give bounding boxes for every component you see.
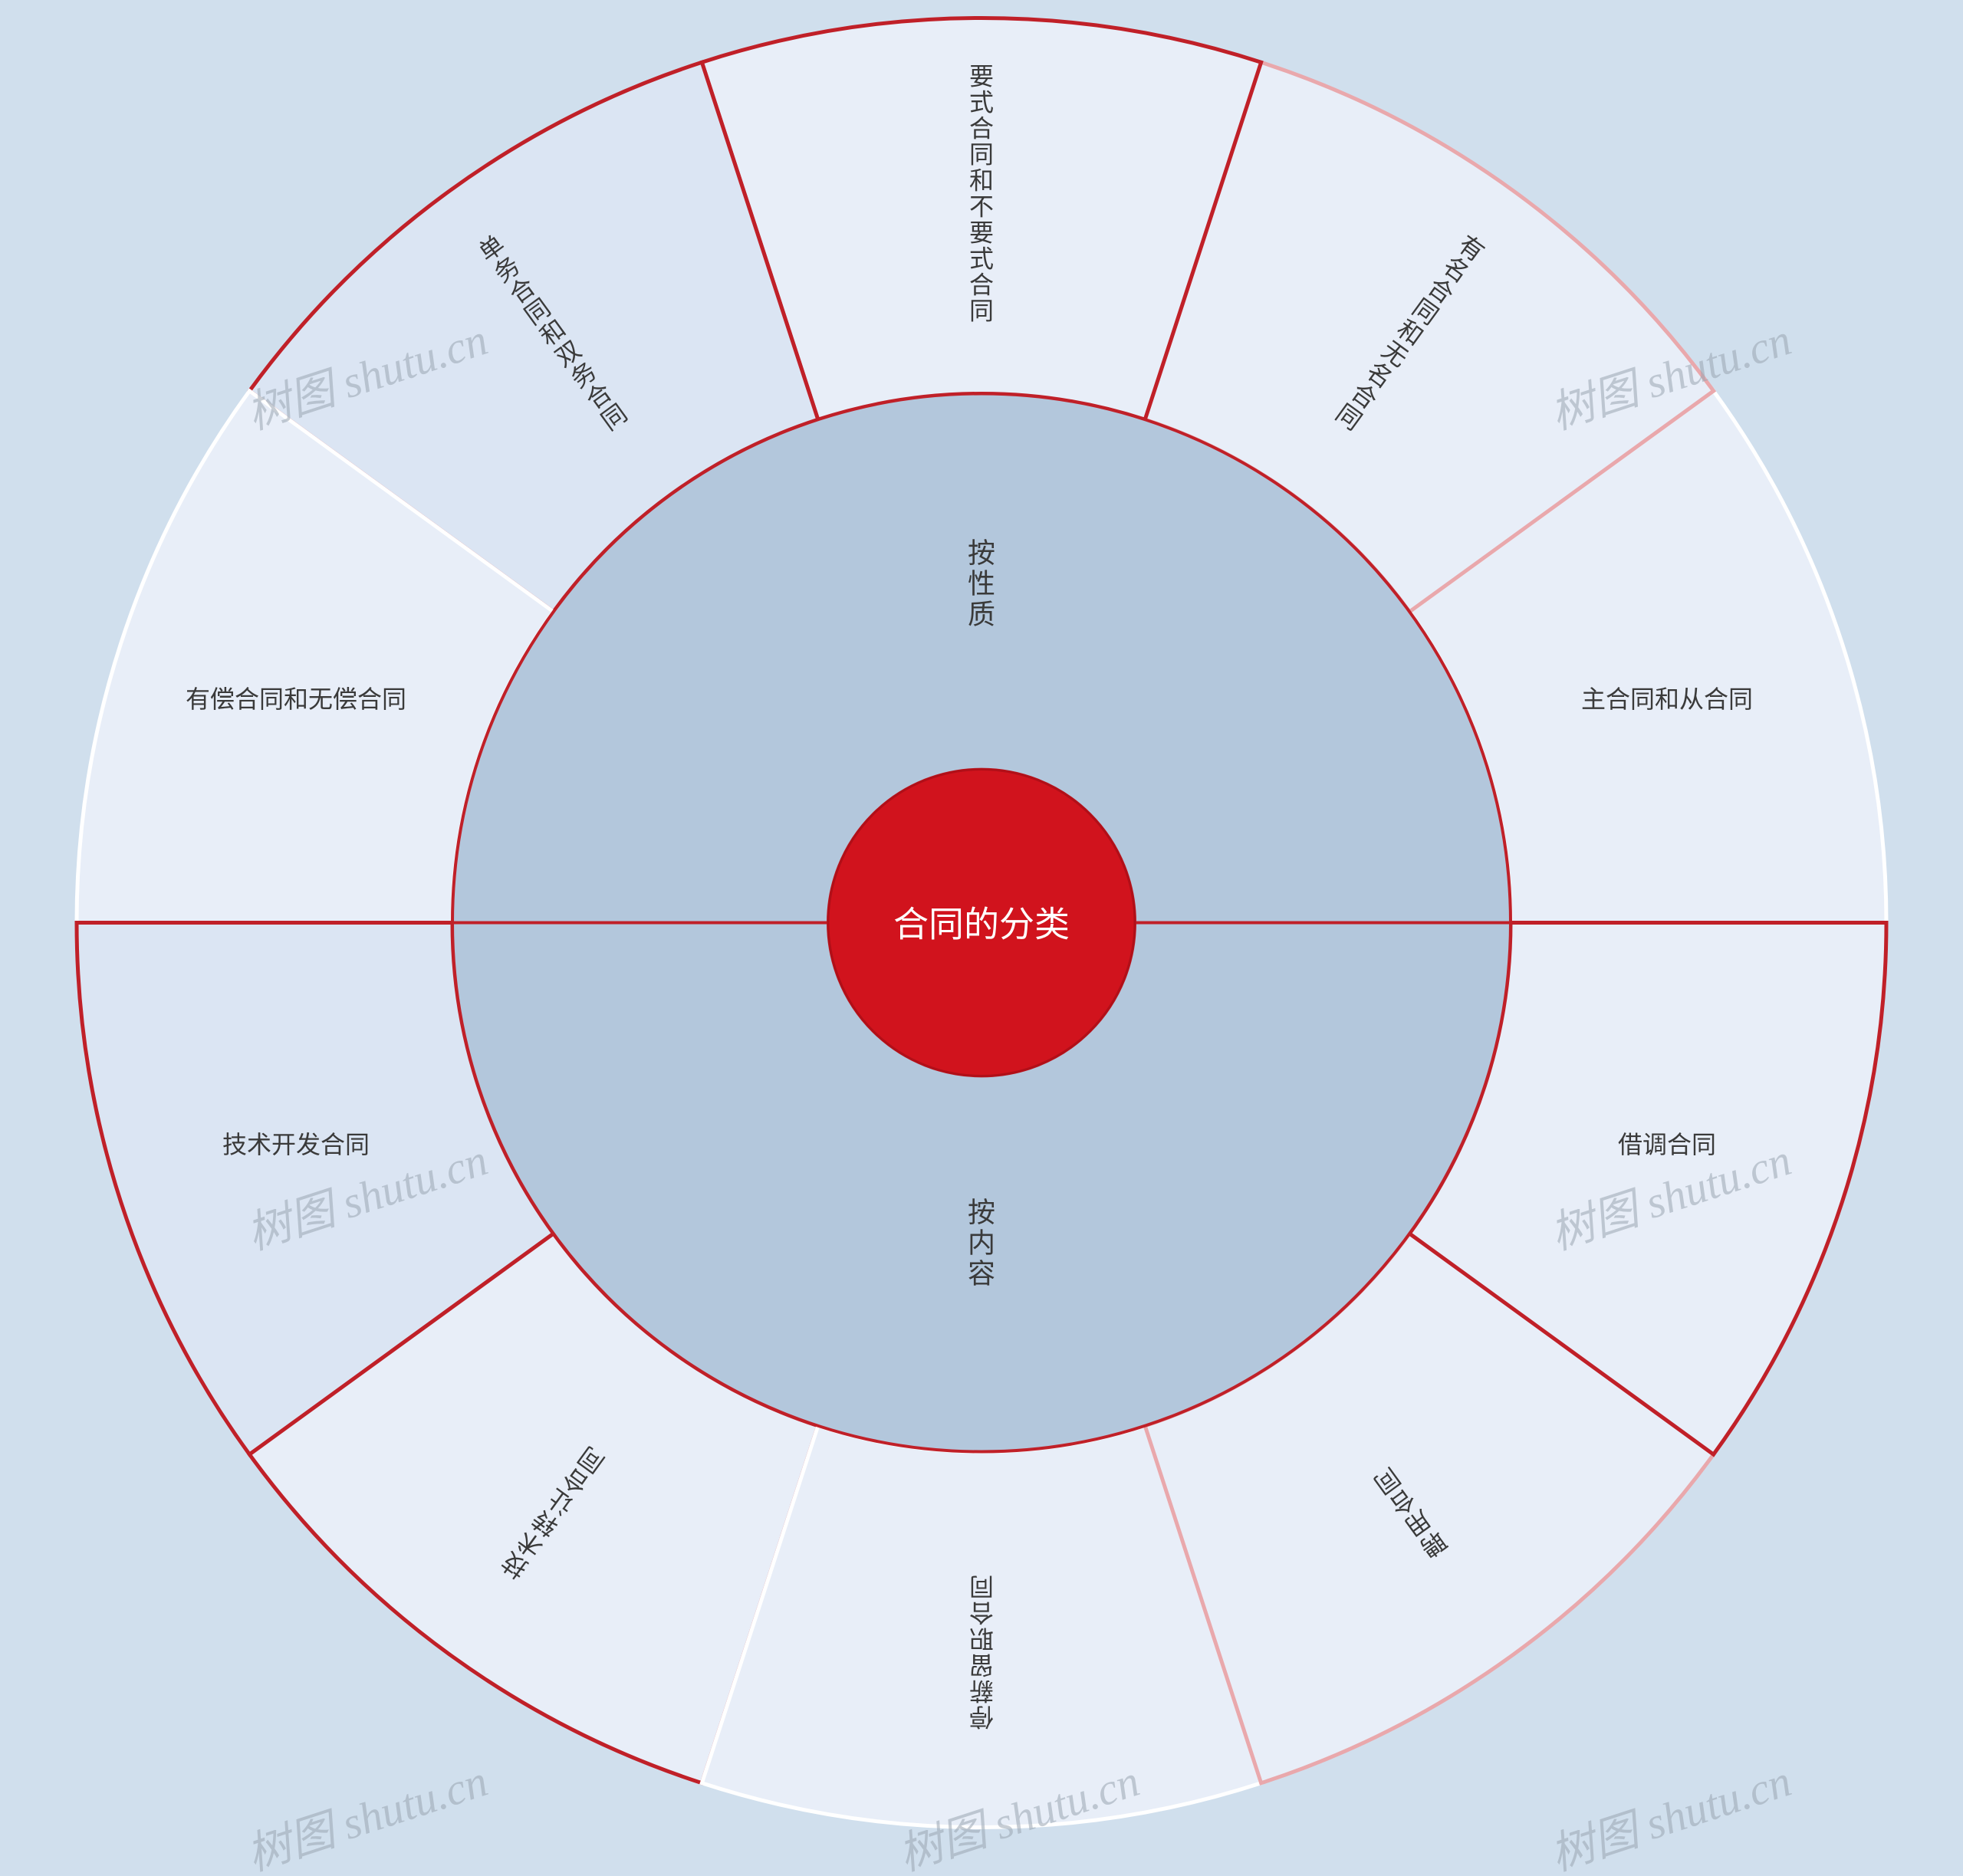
- middle-label-0: 按性质: [968, 537, 995, 630]
- outer-label-0: 主合同和从合同: [1581, 685, 1753, 713]
- outer-label-2: 要式合同和不要式合同: [969, 63, 994, 325]
- middle-label-1: 按内容: [968, 1197, 995, 1290]
- watermark-6: 树图 shutu.cn: [1544, 1756, 1797, 1876]
- outer-label-4: 有偿合同和无偿合同: [186, 685, 406, 713]
- outer-label-5: 技术开发合同: [222, 1131, 370, 1158]
- sunburst-diagram: 合同的分类按性质按内容主合同和从合同有名合同和无名合同要式合同和不要式合同单务合…: [0, 0, 1963, 1876]
- watermark-4: 树图 shutu.cn: [241, 1756, 494, 1876]
- center-label: 合同的分类: [893, 905, 1070, 945]
- outer-label-9: 借调合同: [1618, 1131, 1716, 1158]
- outer-label-7: 停薪留职合同: [969, 1573, 994, 1731]
